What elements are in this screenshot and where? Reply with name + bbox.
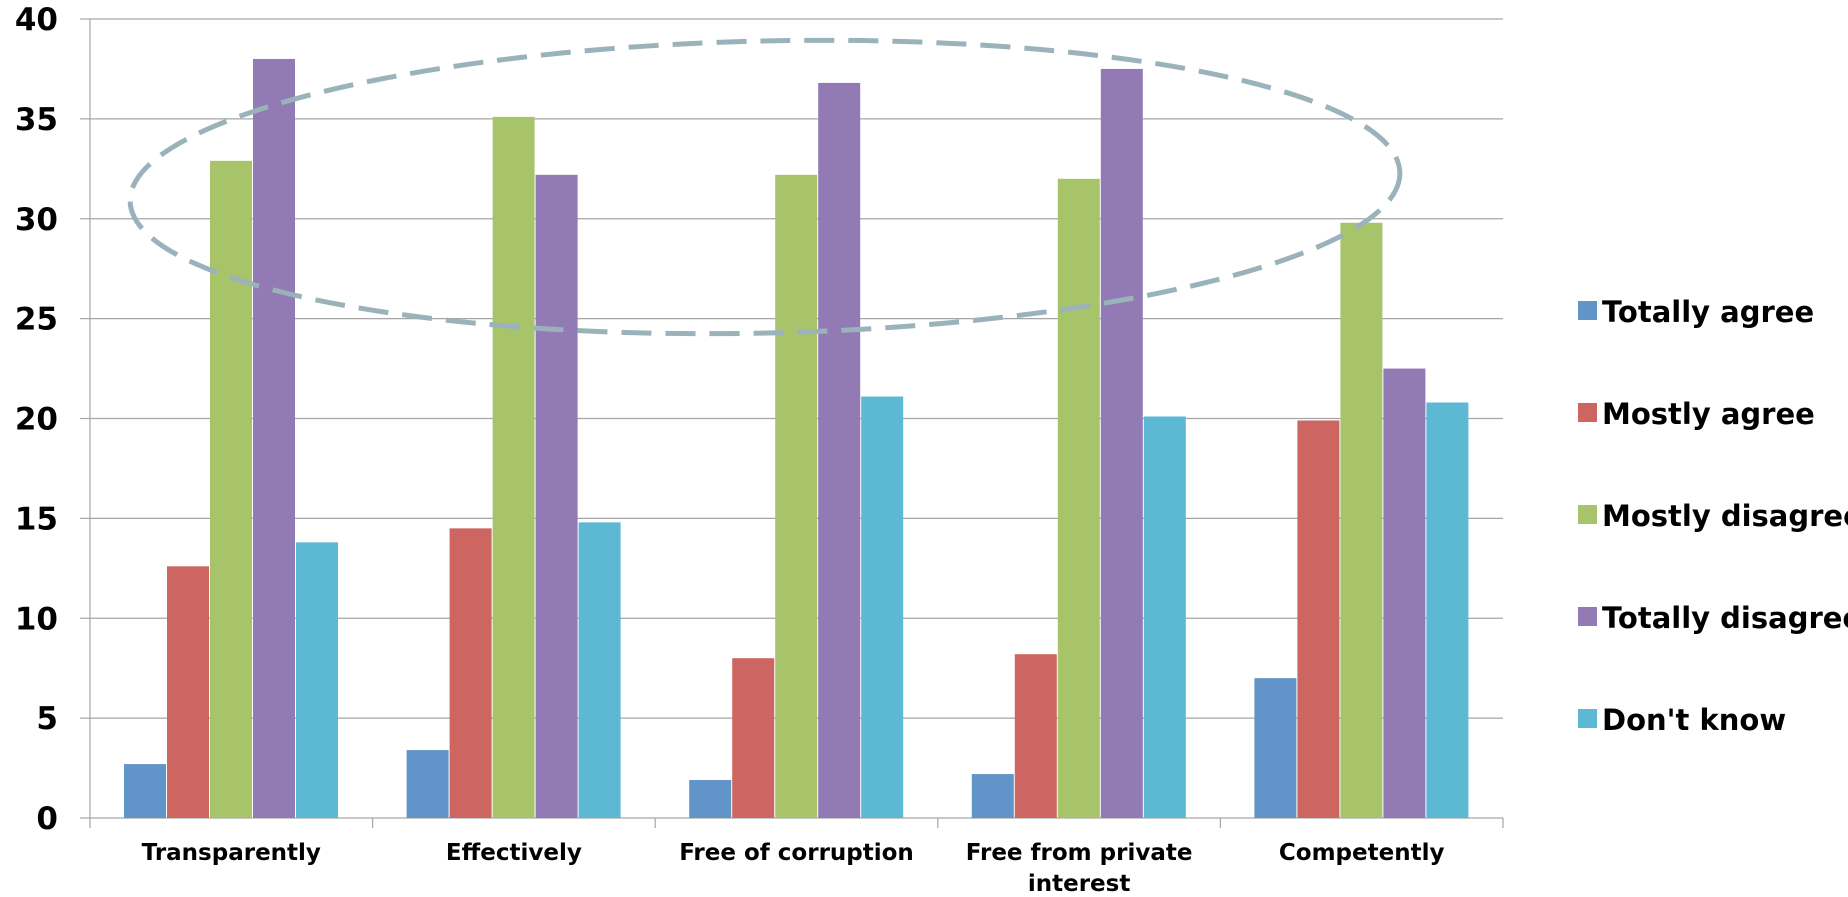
bar (492, 116, 535, 818)
dashed-ellipse-annotation (127, 37, 1403, 337)
legend-label: Mostly disagree (1602, 499, 1848, 533)
legend-label: Mostly agree (1602, 397, 1815, 431)
y-tick-labels: 0 5 10 15 20 25 30 35 40 (15, 2, 58, 837)
bar (1297, 420, 1340, 818)
bar (861, 396, 904, 818)
bar (210, 160, 252, 818)
legend-label: Totally agree (1602, 295, 1814, 329)
y-tick-label: 30 (15, 202, 58, 238)
y-tick-label: 25 (15, 302, 58, 338)
y-tick-label: 15 (15, 501, 58, 537)
x-category-labels: Transparently Effectively Free of corrupti… (142, 840, 1445, 897)
bar (1014, 654, 1057, 818)
legend-label: Don't know (1602, 703, 1786, 737)
y-tick-label: 40 (15, 2, 58, 38)
legend: Totally agree Mostly agree Mostly disagree… (1578, 295, 1848, 737)
bar (1143, 416, 1186, 818)
bar (1100, 68, 1143, 818)
bar (775, 174, 818, 818)
bar (818, 82, 861, 819)
y-tick-label: 20 (15, 402, 58, 438)
bar (971, 774, 1014, 818)
legend-label: Totally disagree (1602, 601, 1848, 635)
bar (535, 174, 578, 818)
legend-swatch (1578, 301, 1597, 320)
y-tick-label: 5 (36, 701, 58, 737)
bar (449, 528, 492, 818)
x-category-label: Free from private (966, 840, 1193, 866)
bar (167, 566, 209, 818)
legend-swatch (1578, 607, 1597, 626)
y-tick-label: 35 (15, 102, 58, 138)
bar (1057, 178, 1100, 819)
bar (124, 764, 166, 818)
bar (578, 522, 621, 818)
x-category-label: Effectively (446, 840, 582, 866)
x-category-label: interest (1028, 871, 1130, 897)
legend-swatch (1578, 403, 1597, 422)
annotation (127, 37, 1403, 337)
bar (1340, 222, 1383, 818)
x-category-label: Competently (1279, 840, 1445, 866)
bar (253, 58, 295, 818)
bars (124, 58, 1469, 819)
bar (1383, 368, 1426, 818)
bar (689, 780, 732, 818)
x-category-label: Free of corruption (679, 840, 914, 866)
y-tick-label: 0 (36, 801, 58, 837)
legend-swatch (1578, 505, 1597, 524)
bar (1426, 402, 1469, 818)
bar (296, 542, 338, 818)
bar (1254, 678, 1297, 818)
bar (406, 750, 449, 818)
bar (732, 658, 775, 818)
x-category-label: Transparently (142, 840, 321, 866)
y-tick-label: 10 (15, 601, 58, 637)
legend-swatch (1578, 709, 1597, 728)
